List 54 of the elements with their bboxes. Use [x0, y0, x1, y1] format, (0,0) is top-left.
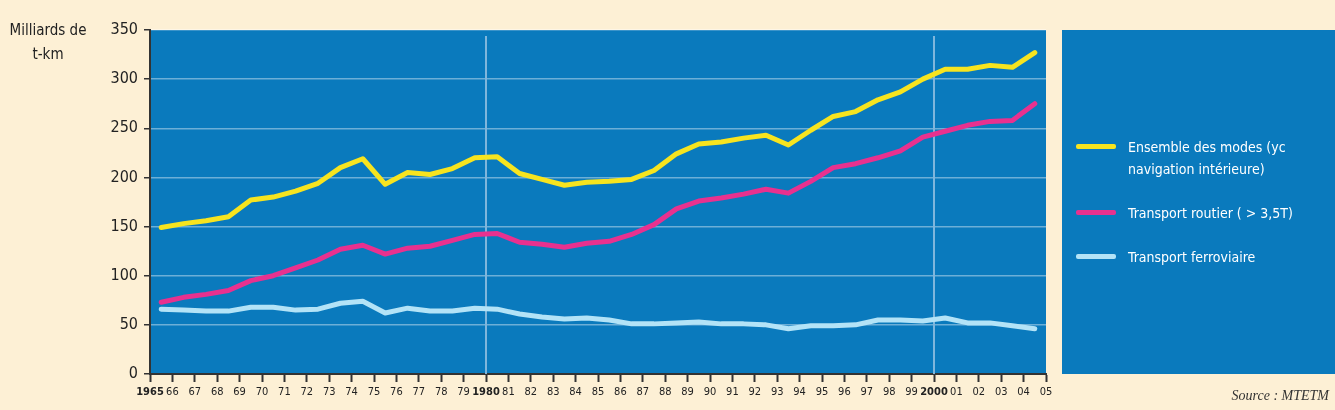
x-tick-label: 95: [815, 385, 829, 399]
x-tick-label: 76: [390, 385, 403, 399]
x-tick-label: 93: [770, 385, 784, 399]
y-tick-label: 100: [110, 264, 138, 284]
x-tick-label: 04: [1017, 385, 1030, 399]
x-tick-label: 02: [972, 385, 986, 399]
x-tick-label: 83: [546, 385, 560, 399]
x-tick-label: 72: [300, 385, 314, 399]
y-axis-title: Milliards de t-km: [8, 20, 88, 65]
x-tick-label: 89: [681, 385, 694, 399]
x-tick-label: 1980: [472, 385, 500, 399]
x-tick-label: 82: [524, 385, 538, 399]
x-tick-label: 97: [860, 385, 874, 399]
x-tick-label: 79: [457, 385, 470, 399]
x-tick-label: 96: [838, 385, 851, 399]
x-tick-label: 78: [434, 385, 448, 399]
x-tick-label: 05: [1039, 385, 1053, 399]
x-tick-label: 87: [636, 385, 650, 399]
x-tick-label: 98: [882, 385, 896, 399]
source-note: Source : MTETM: [1231, 388, 1329, 404]
y-tick-label: 200: [110, 166, 138, 186]
x-tick-label: 99: [905, 385, 918, 399]
x-tick-label: 70: [255, 385, 269, 399]
y-tick-label: 150: [110, 215, 138, 235]
x-tick-label: 81: [502, 385, 515, 399]
legend-label: Transport ferroviaire: [1128, 248, 1257, 267]
x-tick-label: 73: [322, 385, 336, 399]
x-tick-label: 74: [345, 385, 358, 399]
x-tick-label: 67: [188, 385, 202, 399]
x-tick-label: 1965: [136, 385, 164, 399]
x-tick-label: 84: [569, 385, 582, 399]
x-tick-label: 92: [748, 385, 762, 399]
x-tick-label: 68: [210, 385, 224, 399]
y-tick-label: 50: [119, 314, 138, 334]
x-tick-label: 94: [793, 385, 806, 399]
x-tick-label: 2000: [920, 385, 948, 399]
x-tick-label: 71: [278, 385, 291, 399]
x-tick-label: 77: [412, 385, 426, 399]
x-tick-label: 91: [726, 385, 739, 399]
x-tick-label: 90: [703, 385, 717, 399]
y-tick-label: 300: [110, 68, 138, 88]
x-tick-label: 86: [614, 385, 627, 399]
x-tick-label: 03: [994, 385, 1008, 399]
legend-label: Transport routier ( > 3,5T): [1128, 204, 1294, 223]
x-tick-label: 85: [591, 385, 605, 399]
x-tick-label: 01: [950, 385, 963, 399]
legend-label: Ensemble des modes (yc navigation intérieure): [1128, 138, 1287, 179]
x-tick-label: 69: [233, 385, 246, 399]
x-tick-label: 88: [658, 385, 672, 399]
y-tick-label: 350: [110, 19, 138, 39]
y-tick-label: 0: [128, 363, 138, 383]
x-tick-label: 75: [367, 385, 381, 399]
x-tick-label: 66: [166, 385, 179, 399]
y-tick-label: 250: [110, 117, 138, 137]
